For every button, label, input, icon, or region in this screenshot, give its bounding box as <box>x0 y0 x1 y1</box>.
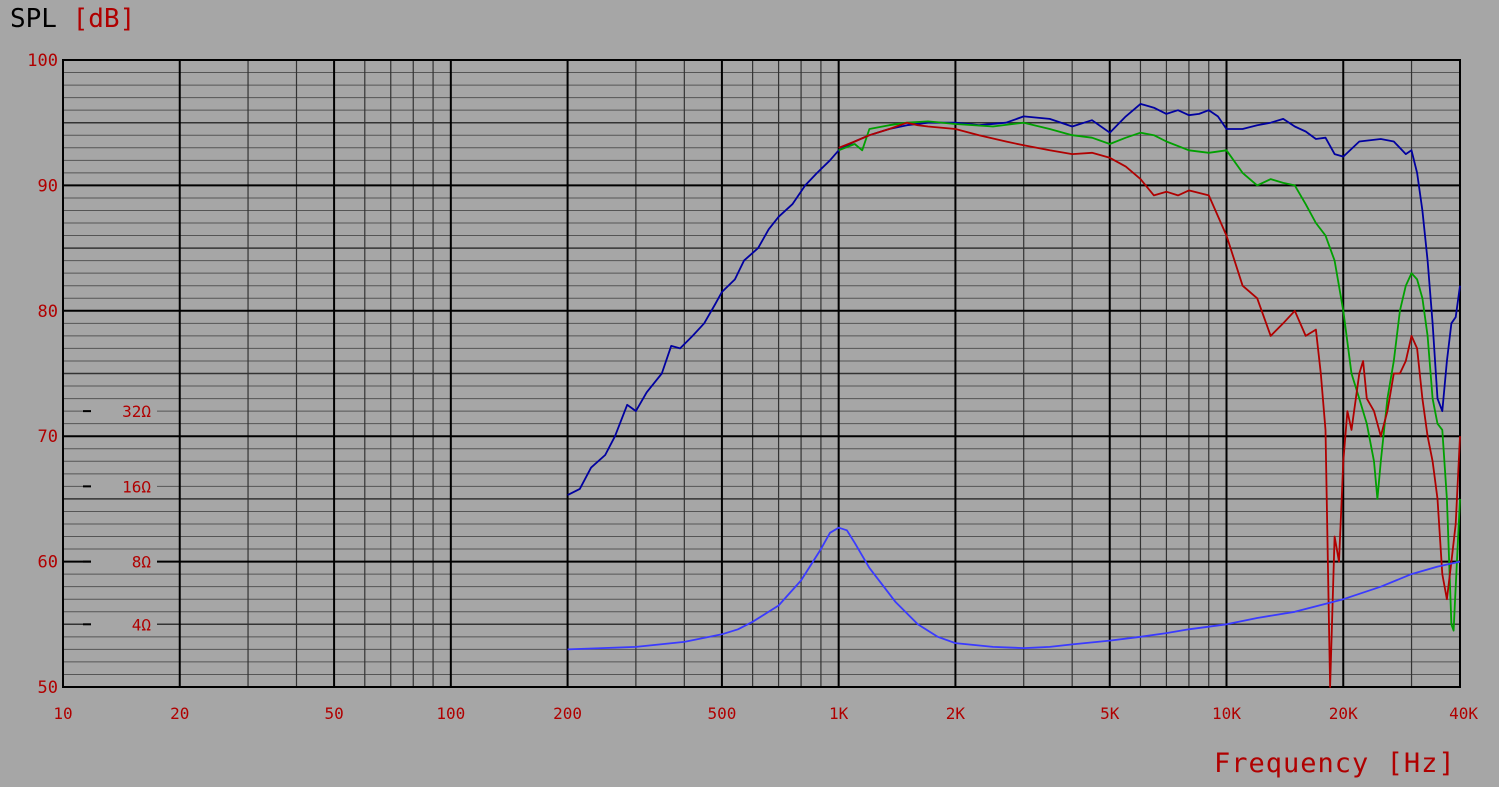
impedance-label: 4Ω <box>132 615 152 634</box>
y-tick-label: 60 <box>38 553 58 573</box>
x-tick-label: 40K <box>1449 704 1478 723</box>
x-tick-label: 20 <box>170 704 189 723</box>
impedance-label-bg <box>91 401 157 422</box>
x-tick-label: 200 <box>553 704 582 723</box>
major-grid <box>62 59 1461 688</box>
series-line-2 <box>838 120 1461 632</box>
series-line-1 <box>567 103 1461 496</box>
x-tick-label: 2K <box>946 704 966 723</box>
y-tick-label: 50 <box>38 678 58 698</box>
impedance-label: 16Ω <box>122 477 151 496</box>
minor-grid <box>63 60 1461 687</box>
x-tick-label: 500 <box>707 704 736 723</box>
x-tick-label: 1K <box>829 704 849 723</box>
x-axis-label: Frequency <box>1214 748 1370 779</box>
x-tick-label: 50 <box>324 704 343 723</box>
y-axis-label: SPL <box>10 4 57 34</box>
impedance-label: 32Ω <box>122 402 151 421</box>
y-axis-title: SPL [dB] <box>10 4 135 34</box>
x-tick-label: 100 <box>436 704 465 723</box>
impedance-label-bg <box>91 551 157 572</box>
impedance-markers: 4Ω 8Ω 16Ω 32Ω <box>83 401 157 635</box>
series-line-3 <box>838 121 1461 688</box>
tick-labels: 50 60 70 80 90 100 10 20 50 100 200 500 1K 2K 5K 10K 20K… <box>27 51 1478 723</box>
x-tick-label: 20K <box>1329 704 1358 723</box>
y-tick-label: 100 <box>27 51 58 71</box>
impedance-label: 8Ω <box>132 553 152 572</box>
y-tick-label: 70 <box>38 427 58 447</box>
x-tick-label: 10 <box>53 704 72 723</box>
impedance-label-bg <box>91 476 157 497</box>
series-layer <box>567 103 1461 688</box>
x-tick-label: 10K <box>1212 704 1241 723</box>
plot-frame <box>62 59 1461 688</box>
y-tick-label: 90 <box>38 176 58 196</box>
series-line-4 <box>567 526 1461 651</box>
y-axis-unit: [dB] <box>72 4 136 34</box>
x-axis-unit: [Hz] <box>1386 748 1456 779</box>
y-tick-label: 80 <box>38 302 58 322</box>
x-tick-label: 5K <box>1100 704 1120 723</box>
impedance-label-bg <box>91 614 157 635</box>
x-axis-title: Frequency [Hz] <box>1214 748 1456 779</box>
